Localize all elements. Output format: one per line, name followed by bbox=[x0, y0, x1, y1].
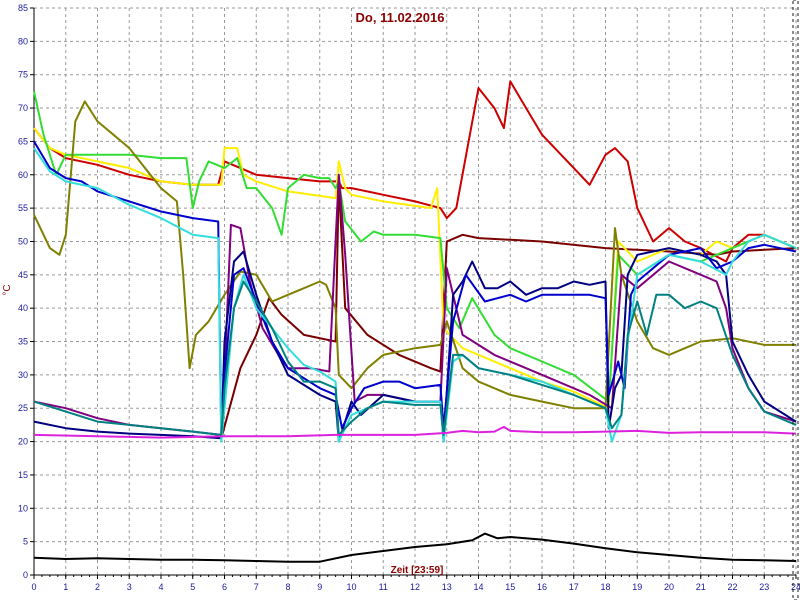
x-tick-label: 0 bbox=[31, 582, 36, 592]
axes bbox=[30, 7, 797, 579]
y-tick-label: 25 bbox=[18, 403, 28, 413]
series-line-11 bbox=[33, 425, 797, 439]
x-tick-label: 2 bbox=[95, 582, 100, 592]
x-tick-label: 4 bbox=[158, 582, 163, 592]
x-tick-label: 24 bbox=[791, 582, 800, 592]
y-tick-label: 30 bbox=[18, 370, 28, 380]
grid-lines bbox=[34, 7, 797, 575]
y-tick-label: 45 bbox=[18, 270, 28, 280]
x-tick-label: 23 bbox=[759, 582, 769, 592]
series-line-3 bbox=[33, 127, 797, 410]
series-line-5 bbox=[33, 100, 796, 410]
x-axis-label: Zeit [23:59] bbox=[391, 565, 444, 576]
y-axis-label: °C bbox=[2, 284, 13, 295]
x-tick-label: 1 bbox=[63, 582, 68, 592]
x-tick-label: 7 bbox=[254, 582, 259, 592]
x-tick-label: 16 bbox=[537, 582, 547, 592]
y-tick-label: 35 bbox=[18, 337, 28, 347]
x-tick-label: 21 bbox=[696, 582, 706, 592]
y-tick-label: 50 bbox=[18, 236, 28, 246]
x-tick-label: 5 bbox=[190, 582, 195, 592]
x-tick-label: 10 bbox=[346, 582, 356, 592]
y-tick-label: 85 bbox=[18, 3, 28, 13]
x-tick-label: 6 bbox=[222, 582, 227, 592]
y-tick-label: 65 bbox=[18, 136, 28, 146]
series-line-8 bbox=[33, 140, 797, 440]
x-tick-label: 20 bbox=[664, 582, 674, 592]
series-line-2 bbox=[220, 180, 797, 439]
x-tick-label: 3 bbox=[127, 582, 132, 592]
chart-title: Do, 11.02.2016 bbox=[356, 10, 445, 25]
y-tick-label: 10 bbox=[18, 503, 28, 513]
x-tick-label: 11 bbox=[379, 582, 388, 592]
y-tick-label: 0 bbox=[23, 570, 28, 580]
x-tick-label: 8 bbox=[285, 582, 290, 592]
x-tick-label: 15 bbox=[505, 582, 515, 592]
y-tick-label: 20 bbox=[18, 437, 28, 447]
tick-labels: 0 1 2 3 4 5 6 7 8 9 10 11 12 13 14 15 16 17 18 19 20 21 22 23 24… bbox=[18, 3, 800, 592]
y-tick-label: 40 bbox=[18, 303, 28, 313]
y-tick-label: 15 bbox=[18, 470, 28, 480]
x-tick-label: 12 bbox=[410, 582, 420, 592]
y-tick-label: 75 bbox=[18, 70, 28, 80]
x-tick-label: 19 bbox=[632, 582, 642, 592]
x-tick-label: 14 bbox=[473, 582, 483, 592]
y-tick-label: 5 bbox=[23, 537, 28, 547]
right-border bbox=[792, 0, 799, 600]
y-tick-label: 60 bbox=[18, 170, 28, 180]
series-line-12 bbox=[33, 532, 797, 563]
series-line-4 bbox=[33, 91, 797, 403]
x-tick-label: 13 bbox=[442, 582, 452, 592]
series-line-7 bbox=[33, 247, 797, 443]
y-tick-label: 80 bbox=[18, 36, 28, 46]
y-tick-label: 55 bbox=[18, 203, 28, 213]
x-tick-label: 18 bbox=[600, 582, 610, 592]
series-line-9 bbox=[33, 147, 797, 443]
x-tick-label: 17 bbox=[569, 582, 579, 592]
x-tick-label: 9 bbox=[317, 582, 322, 592]
x-tick-label: 22 bbox=[727, 582, 737, 592]
series-line-10 bbox=[33, 280, 797, 436]
y-tick-label: 70 bbox=[18, 103, 28, 113]
series-lines bbox=[33, 80, 797, 563]
